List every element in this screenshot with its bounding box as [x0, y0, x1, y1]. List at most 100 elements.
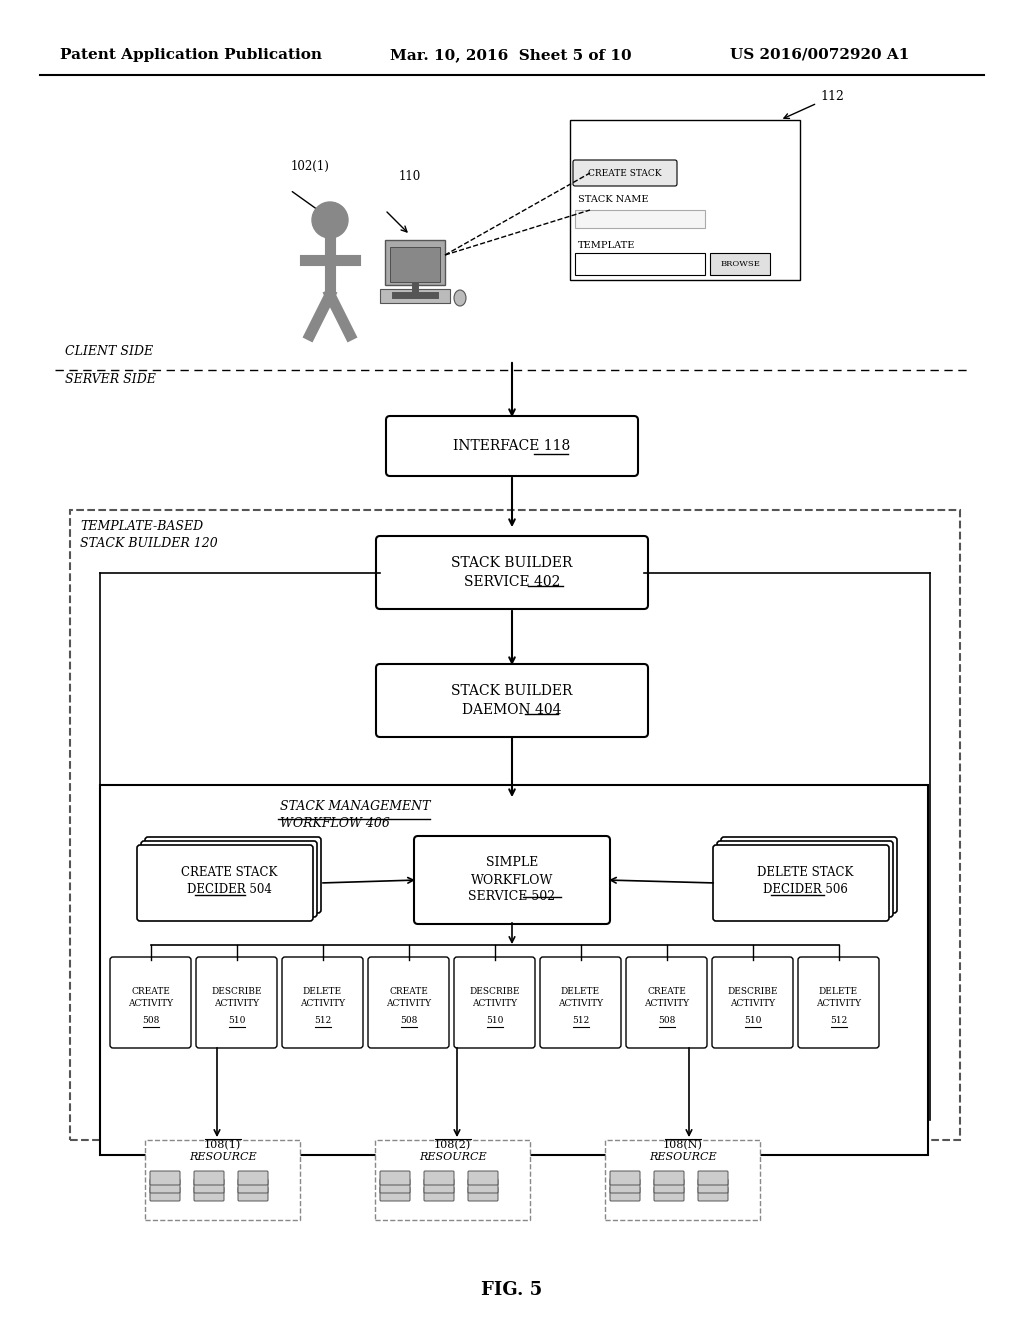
FancyBboxPatch shape: [710, 253, 770, 275]
Text: US 2016/0072920 A1: US 2016/0072920 A1: [730, 48, 909, 62]
Text: CREATE
ACTIVITY: CREATE ACTIVITY: [386, 987, 431, 1007]
FancyBboxPatch shape: [380, 1179, 410, 1193]
Text: DELETE
ACTIVITY: DELETE ACTIVITY: [816, 987, 861, 1007]
FancyBboxPatch shape: [141, 841, 317, 917]
FancyBboxPatch shape: [390, 247, 440, 282]
Text: 108(2): 108(2): [434, 1140, 471, 1150]
Text: SIMPLE
WORKFLOW
SERVICE 502: SIMPLE WORKFLOW SERVICE 502: [468, 857, 556, 903]
FancyBboxPatch shape: [368, 957, 449, 1048]
Text: RESOURCE: RESOURCE: [648, 1152, 717, 1162]
FancyBboxPatch shape: [150, 1171, 180, 1185]
Text: CREATE STACK: CREATE STACK: [588, 169, 662, 177]
FancyBboxPatch shape: [137, 845, 313, 921]
FancyBboxPatch shape: [385, 240, 445, 285]
Text: STACK NAME: STACK NAME: [578, 195, 648, 205]
Text: 110: 110: [399, 170, 421, 183]
FancyBboxPatch shape: [424, 1179, 454, 1193]
Text: TEMPLATE-BASED
STACK BUILDER 120: TEMPLATE-BASED STACK BUILDER 120: [80, 520, 218, 550]
FancyBboxPatch shape: [698, 1179, 728, 1193]
Text: DESCRIBE
ACTIVITY: DESCRIBE ACTIVITY: [211, 987, 262, 1007]
Ellipse shape: [454, 290, 466, 306]
Text: CLIENT SIDE: CLIENT SIDE: [65, 345, 154, 358]
Circle shape: [312, 202, 348, 238]
FancyBboxPatch shape: [575, 210, 705, 228]
FancyBboxPatch shape: [70, 510, 961, 1140]
FancyBboxPatch shape: [540, 957, 621, 1048]
Text: CREATE
ACTIVITY: CREATE ACTIVITY: [128, 987, 173, 1007]
Text: 108(N): 108(N): [663, 1140, 702, 1150]
FancyBboxPatch shape: [386, 416, 638, 477]
Text: 510: 510: [227, 1016, 245, 1026]
Text: 510: 510: [485, 1016, 503, 1026]
FancyBboxPatch shape: [194, 1179, 224, 1193]
Text: 508: 508: [657, 1016, 675, 1026]
Text: SERVER SIDE: SERVER SIDE: [65, 374, 156, 385]
FancyBboxPatch shape: [100, 785, 928, 1155]
FancyBboxPatch shape: [570, 120, 800, 280]
FancyBboxPatch shape: [376, 536, 648, 609]
Text: 512: 512: [571, 1016, 589, 1026]
FancyBboxPatch shape: [717, 841, 893, 917]
FancyBboxPatch shape: [698, 1171, 728, 1185]
FancyBboxPatch shape: [698, 1187, 728, 1201]
FancyBboxPatch shape: [380, 1171, 410, 1185]
Text: STACK MANAGEMENT
WORKFLOW 406: STACK MANAGEMENT WORKFLOW 406: [280, 800, 430, 830]
FancyBboxPatch shape: [573, 160, 677, 186]
Text: 512: 512: [829, 1016, 847, 1026]
Text: INTERFACE 118: INTERFACE 118: [454, 440, 570, 453]
FancyBboxPatch shape: [375, 1140, 530, 1220]
Text: STACK BUILDER
SERVICE 402: STACK BUILDER SERVICE 402: [452, 556, 572, 589]
Text: DESCRIBE
ACTIVITY: DESCRIBE ACTIVITY: [727, 987, 778, 1007]
Text: BROWSE: BROWSE: [720, 260, 760, 268]
FancyBboxPatch shape: [194, 1171, 224, 1185]
FancyBboxPatch shape: [380, 289, 450, 304]
FancyBboxPatch shape: [145, 837, 321, 913]
Text: TEMPLATE: TEMPLATE: [578, 240, 635, 249]
FancyBboxPatch shape: [654, 1171, 684, 1185]
FancyBboxPatch shape: [468, 1171, 498, 1185]
Text: FIG. 5: FIG. 5: [481, 1280, 543, 1299]
Text: Patent Application Publication: Patent Application Publication: [60, 48, 322, 62]
FancyBboxPatch shape: [238, 1187, 268, 1201]
FancyBboxPatch shape: [713, 845, 889, 921]
Text: RESOURCE: RESOURCE: [188, 1152, 256, 1162]
Text: RESOURCE: RESOURCE: [419, 1152, 486, 1162]
Text: CREATE
ACTIVITY: CREATE ACTIVITY: [644, 987, 689, 1007]
FancyBboxPatch shape: [654, 1187, 684, 1201]
FancyBboxPatch shape: [380, 1187, 410, 1201]
FancyBboxPatch shape: [575, 253, 705, 275]
Text: DELETE
ACTIVITY: DELETE ACTIVITY: [558, 987, 603, 1007]
FancyBboxPatch shape: [610, 1171, 640, 1185]
FancyBboxPatch shape: [110, 957, 191, 1048]
FancyBboxPatch shape: [238, 1171, 268, 1185]
FancyBboxPatch shape: [610, 1179, 640, 1193]
Text: Mar. 10, 2016  Sheet 5 of 10: Mar. 10, 2016 Sheet 5 of 10: [390, 48, 632, 62]
Text: DELETE STACK
DECIDER 506: DELETE STACK DECIDER 506: [757, 866, 853, 896]
Text: CREATE STACK
DECIDER 504: CREATE STACK DECIDER 504: [181, 866, 278, 896]
FancyBboxPatch shape: [150, 1187, 180, 1201]
FancyBboxPatch shape: [454, 957, 535, 1048]
Text: STACK BUILDER
DAEMON 404: STACK BUILDER DAEMON 404: [452, 684, 572, 717]
FancyBboxPatch shape: [194, 1187, 224, 1201]
Text: 512: 512: [314, 1016, 331, 1026]
FancyBboxPatch shape: [145, 1140, 300, 1220]
FancyBboxPatch shape: [150, 1179, 180, 1193]
FancyBboxPatch shape: [424, 1171, 454, 1185]
FancyBboxPatch shape: [721, 837, 897, 913]
FancyBboxPatch shape: [196, 957, 278, 1048]
FancyBboxPatch shape: [282, 957, 362, 1048]
Text: DELETE
ACTIVITY: DELETE ACTIVITY: [300, 987, 345, 1007]
FancyBboxPatch shape: [798, 957, 879, 1048]
Text: 108(1): 108(1): [204, 1140, 241, 1150]
FancyBboxPatch shape: [712, 957, 793, 1048]
FancyBboxPatch shape: [610, 1187, 640, 1201]
Text: 510: 510: [743, 1016, 761, 1026]
FancyBboxPatch shape: [468, 1179, 498, 1193]
FancyBboxPatch shape: [654, 1179, 684, 1193]
Text: DESCRIBE
ACTIVITY: DESCRIBE ACTIVITY: [469, 987, 520, 1007]
Text: 508: 508: [399, 1016, 417, 1026]
FancyBboxPatch shape: [424, 1187, 454, 1201]
FancyBboxPatch shape: [414, 836, 610, 924]
FancyBboxPatch shape: [605, 1140, 760, 1220]
FancyBboxPatch shape: [238, 1179, 268, 1193]
